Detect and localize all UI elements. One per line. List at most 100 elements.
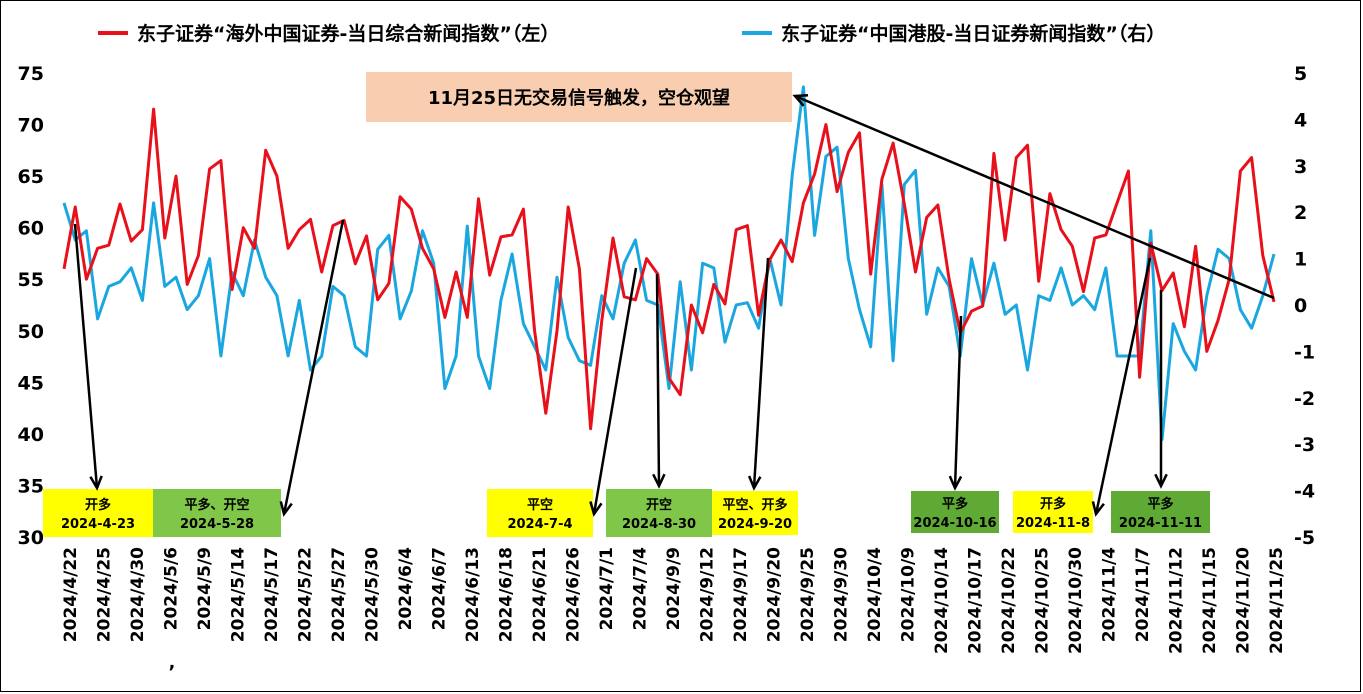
x-tick-label: 2024/6/26 — [564, 547, 584, 642]
x-tick-label: 2024/4/30 — [128, 547, 148, 642]
signal-tag-box — [43, 489, 153, 537]
x-tick-label: 2024/10/14 — [932, 547, 952, 654]
arrow-line — [282, 219, 345, 515]
x-tick-label: 2024/6/18 — [497, 547, 517, 642]
signal-tag-box — [911, 491, 999, 533]
y-right-tick-label: -4 — [1294, 481, 1315, 503]
arrow-head — [279, 501, 293, 517]
x-tick-label: 2024/6/13 — [463, 547, 483, 642]
signal-tag-date: 2024-8-30 — [622, 517, 696, 532]
signal-tag-box — [606, 489, 712, 537]
signal-tag-action: 平多 — [942, 496, 968, 512]
callout-text: 11月25日无交易信号触发，空仓观望 — [428, 87, 730, 109]
x-tick-label: 2024/5/9 — [195, 547, 215, 630]
arrow-line — [752, 257, 770, 489]
x-tick-label: 2024/11/12 — [1167, 547, 1187, 654]
arrow-head — [652, 473, 666, 489]
y-right-tick-label: -1 — [1294, 341, 1315, 363]
y-right-tick-label: 4 — [1294, 109, 1307, 131]
x-tick-label: 2024/10/25 — [1033, 547, 1053, 654]
signal-tag-box — [487, 489, 593, 537]
y-right-tick-label: 3 — [1294, 156, 1307, 178]
signal-tag-action: 开多 — [85, 497, 111, 513]
x-tick-label: 2024/5/14 — [229, 547, 249, 642]
signal-tag-date: 2024-9-20 — [718, 517, 792, 532]
signal-tag-box — [1111, 491, 1210, 533]
signal-tag-action: 开空 — [646, 497, 672, 513]
arrows-group — [73, 94, 1275, 517]
arrow-line — [953, 315, 963, 489]
arrow-line — [655, 273, 661, 487]
legend: 东子证券“海外中国证券-当日综合新闻指数”（左） 东子证券“中国港股-当日证券新… — [98, 22, 1165, 45]
arrow-head — [89, 475, 103, 491]
x-axis: 2024/4/22 2024/4/25 2024/4/30 2024/5/6 2024/… — [61, 547, 1287, 673]
y-right-tick-label: 5 — [1294, 63, 1307, 85]
signal-tag-date: 2024-4-23 — [61, 517, 135, 532]
arrow-line — [1094, 257, 1152, 515]
x-tick-label: 2024/6/7 — [430, 547, 450, 630]
y-left-tick-label: 35 — [18, 475, 44, 497]
x-tick-label: 2024/9/20 — [765, 547, 785, 642]
x-tick-label: 2024/10/9 — [899, 547, 919, 642]
signal-tag-action: 平空、开多 — [722, 497, 787, 513]
x-tick-label: 2024/11/20 — [1234, 547, 1254, 654]
y-right-tick-label: 1 — [1294, 249, 1307, 271]
x-tick-label: 2024/10/22 — [999, 547, 1019, 654]
x-tick-label: 2024/9/12 — [698, 547, 718, 642]
y-left-tick-label: 65 — [18, 166, 44, 188]
y-right-tick-label: -2 — [1294, 388, 1315, 410]
arrow-head — [589, 501, 603, 517]
x-tick-label: 2024/10/4 — [865, 547, 885, 642]
y-left-tick-label: 60 — [18, 218, 44, 240]
signal-tag-action: 平多、开空 — [184, 497, 249, 513]
y-left-tick-label: 50 — [18, 321, 44, 343]
signal-tag-box — [1013, 491, 1093, 533]
x-tick-label: 2024/10/17 — [966, 547, 986, 654]
y-right-tick-label: -3 — [1294, 434, 1315, 456]
signal-tag-date: 2024-11-8 — [1016, 516, 1090, 531]
left-series-line — [62, 107, 1276, 431]
y-axis-left: 30 35 40 45 50 55 60 65 70 75 — [18, 63, 44, 549]
signal-tag-date: 2024-11-11 — [1119, 516, 1202, 531]
x-tick-label: 2024/11/25 — [1267, 547, 1287, 654]
signal-tag-action: 平空 — [527, 497, 553, 513]
arrow-head — [1091, 501, 1105, 517]
x-tick-label: 2024/9/17 — [731, 547, 751, 642]
y-right-tick-label: -5 — [1294, 527, 1315, 549]
x-tick-label: 2024/5/22 — [296, 547, 316, 642]
status-callout: 11月25日无交易信号触发，空仓观望 — [366, 72, 792, 122]
signal-tag-date: 2024-7-4 — [507, 517, 572, 532]
arrow-head — [792, 94, 809, 107]
arrow-line — [592, 267, 638, 515]
x-tick-label: 2024/5/30 — [363, 547, 383, 642]
signal-tag-date: 2024-10-16 — [913, 516, 996, 531]
x-tick-label: 2024/7/4 — [631, 547, 651, 631]
x-tick-label: 2024/4/22 — [61, 547, 81, 642]
signal-tag-box — [712, 491, 798, 535]
y-left-tick-label: 40 — [18, 424, 44, 446]
x-tick-label: 2024/6/21 — [530, 547, 550, 642]
x-tick-label: 2024/9/25 — [798, 547, 818, 642]
y-left-tick-label: 55 — [18, 269, 44, 291]
right-series-line — [62, 85, 1276, 442]
x-tick-label: 2024/11/4 — [1100, 547, 1120, 642]
signal-tag-action: 平多 — [1147, 496, 1173, 512]
callout-box — [366, 72, 792, 122]
signal-tag-box — [153, 489, 281, 537]
arrow-line — [73, 223, 99, 489]
x-tick-label: 2024/7/1 — [597, 547, 617, 630]
arrow-head — [747, 475, 762, 491]
series-group — [62, 85, 1276, 442]
x-tick-label: 2024/11/15 — [1200, 547, 1220, 654]
y-axis-right: -5 -4 -3 -2 -1 0 1 2 3 4 5 — [1294, 63, 1315, 549]
x-tick-label: 2024/9/9 — [664, 547, 684, 630]
legend-label-right-series: 东子证券“中国港股-当日证券新闻指数”（右） — [781, 22, 1165, 45]
y-left-tick-label: 45 — [18, 372, 44, 394]
x-tick-label: 2024/9/30 — [832, 547, 852, 642]
legend-label-left-series: 东子证券“海外中国证券-当日综合新闻指数”（左） — [137, 22, 559, 45]
signal-tag-action: 开多 — [1040, 496, 1066, 512]
x-tick-label: 2024/10/30 — [1066, 547, 1086, 654]
arrow-line — [794, 94, 1275, 300]
